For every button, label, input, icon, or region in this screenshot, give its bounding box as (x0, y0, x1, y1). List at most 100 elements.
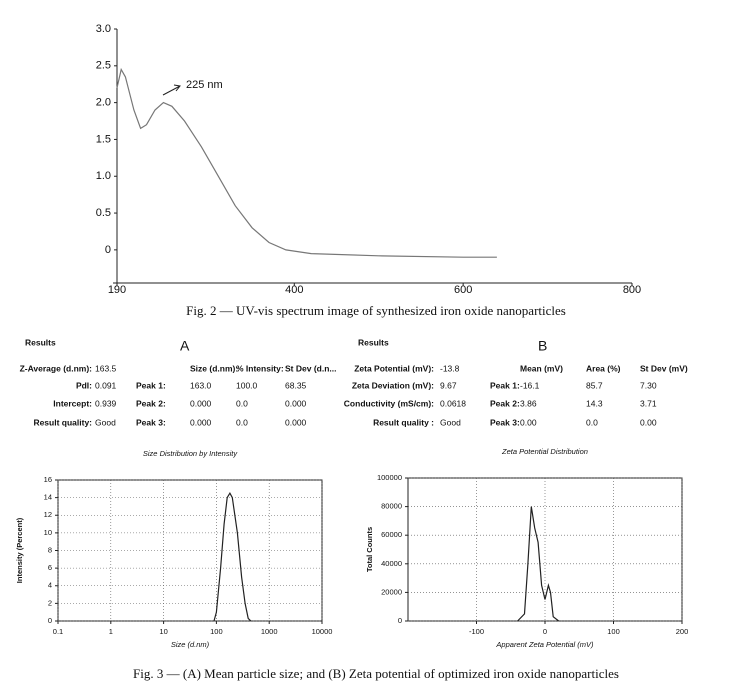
y-tick-label: 3.0 (96, 23, 111, 35)
peak-header: Size (d.nm): (190, 363, 238, 373)
y-tick-label: 2.5 (96, 60, 111, 72)
data-line (213, 492, 252, 622)
chart-title: Zeta Potential Distribution (501, 447, 588, 456)
peak-value: 0.000 (190, 417, 212, 427)
summary-label: Result quality : (373, 417, 434, 427)
data-line (116, 67, 497, 258)
summary-value: 0.0618 (440, 398, 466, 408)
y-axis-label: Total Counts (365, 527, 374, 572)
peak-value: 0.0 (586, 417, 598, 427)
y-tick-label: 4 (48, 581, 52, 590)
figure-caption: Fig. 3 — (A) Mean particle size; and (B)… (133, 666, 619, 681)
summary-label: Conductivity (mS/cm): (344, 398, 434, 408)
summary-value: 9.67 (440, 380, 457, 390)
y-tick-label: 100000 (377, 473, 402, 482)
y-tick-label: 0.5 (96, 207, 111, 219)
summary-label: Result quality: (33, 417, 92, 427)
summary-label: Intercept: (53, 398, 92, 408)
peak-header: Area (%) (586, 363, 621, 373)
x-tick-label: -100 (469, 627, 484, 636)
x-tick-label: 100 (607, 627, 620, 636)
x-tick-label: 1 (109, 627, 113, 636)
x-tick-label: 190 (108, 284, 126, 296)
peak-value: 68.35 (285, 380, 307, 390)
x-tick-label: 10000 (312, 627, 333, 636)
peak-value: 3.71 (640, 398, 657, 408)
y-tick-label: 16 (44, 475, 52, 484)
peak-value: 0.0 (236, 417, 248, 427)
peak-value: -16.1 (520, 380, 540, 390)
peak-value: 0.000 (190, 398, 212, 408)
summary-value: Good (440, 417, 461, 427)
y-axis-label: Intensity (Percent) (15, 517, 24, 583)
peak-header: St Dev (d.n... (285, 363, 336, 373)
summary-value: 163.5 (95, 363, 117, 373)
y-tick-label: 1.5 (96, 133, 111, 145)
summary-label: PdI: (76, 380, 92, 390)
panel-label: B (538, 338, 547, 354)
peak-label: Peak 3: (136, 417, 166, 427)
peak-value: 0.000 (285, 398, 307, 408)
peak-value: 85.7 (586, 380, 603, 390)
peak-value: 0.00 (520, 417, 537, 427)
summary-value: 0.939 (95, 398, 117, 408)
annotation: 225 nm (186, 79, 223, 91)
y-tick-label: 40000 (381, 559, 402, 568)
peak-label: Peak 1: (490, 380, 520, 390)
y-tick-label: 2.0 (96, 97, 111, 109)
peak-header: St Dev (mV) (640, 363, 688, 373)
summary-value: -13.8 (440, 363, 460, 373)
x-tick-label: 0.1 (53, 627, 63, 636)
peak-value: 0.000 (285, 417, 307, 427)
x-axis-label: Size (d.nm) (171, 640, 210, 649)
peak-label: Peak 2: (490, 398, 520, 408)
y-tick-label: 0 (398, 616, 402, 625)
y-tick-label: 12 (44, 510, 52, 519)
x-tick-label: 10 (159, 627, 167, 636)
data-line (517, 506, 560, 622)
y-tick-label: 14 (44, 493, 52, 502)
y-tick-label: 6 (48, 563, 52, 572)
results-heading: Results (25, 337, 56, 347)
peak-label: Peak 3: (490, 417, 520, 427)
peak-value: 0.0 (236, 398, 248, 408)
x-axis-label: Apparent Zeta Potential (mV) (495, 640, 594, 649)
peak-label: Peak 2: (136, 398, 166, 408)
summary-label: Zeta Deviation (mV): (352, 380, 434, 390)
x-tick-label: 0 (543, 627, 547, 636)
y-tick-label: 80000 (381, 502, 402, 511)
x-tick-label: 100 (210, 627, 223, 636)
y-tick-label: 20000 (381, 587, 402, 596)
peak-value: 163.0 (190, 380, 212, 390)
results-heading: Results (358, 337, 389, 347)
chart-title: Size Distribution by Intensity (143, 449, 238, 458)
summary-label: Z-Average (d.nm): (20, 363, 93, 373)
peak-value: 3.86 (520, 398, 537, 408)
peak-header: % Intensity: (236, 363, 284, 373)
peak-value: 14.3 (586, 398, 603, 408)
peak-label: Peak 1: (136, 380, 166, 390)
y-tick-label: 10 (44, 528, 52, 537)
y-tick-label: 0 (48, 616, 52, 625)
peak-value: 7.30 (640, 380, 657, 390)
summary-value: 0.091 (95, 380, 117, 390)
peak-value: 100.0 (236, 380, 258, 390)
x-tick-label: 1000 (261, 627, 278, 636)
x-tick-label: 400 (285, 284, 303, 296)
x-tick-label: 800 (623, 284, 641, 296)
y-tick-label: 2 (48, 598, 52, 607)
y-tick-label: 60000 (381, 530, 402, 539)
summary-value: Good (95, 417, 116, 427)
summary-label: Zeta Potential (mV): (354, 363, 434, 373)
x-tick-label: 200 (676, 627, 689, 636)
x-tick-label: 600 (454, 284, 472, 296)
y-tick-label: 8 (48, 545, 52, 554)
panel-label: A (180, 338, 190, 354)
peak-header: Mean (mV) (520, 363, 563, 373)
y-tick-label: 1.0 (96, 170, 111, 182)
annotation-arrow (162, 84, 181, 96)
figure-caption: Fig. 2 — UV-vis spectrum image of synthe… (186, 303, 566, 318)
y-tick-label: 0 (105, 244, 111, 256)
peak-value: 0.00 (640, 417, 657, 427)
